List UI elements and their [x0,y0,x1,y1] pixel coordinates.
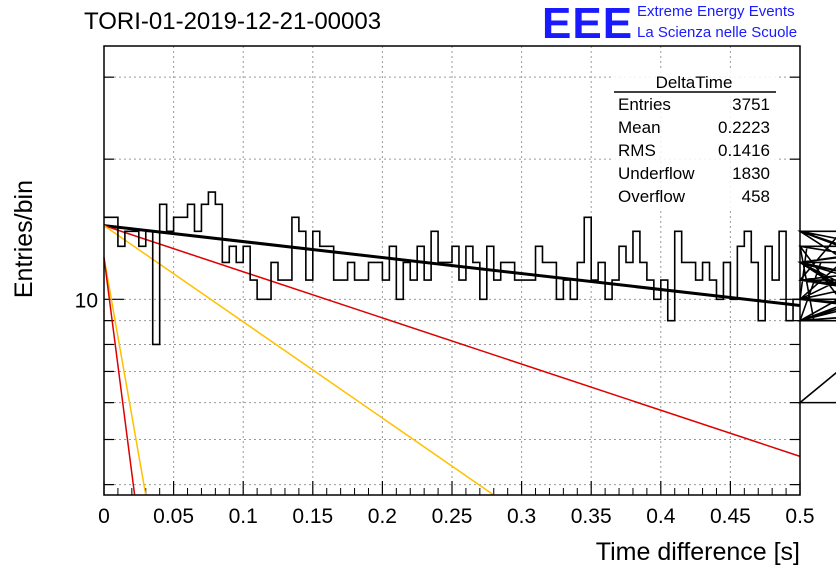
stats-header: DeltaTime [656,73,733,92]
x-tick-label: 0.5 [785,505,814,528]
y-tick-labels: 10 [75,289,98,312]
x-axis-label: Time difference [s] [596,538,800,566]
x-tick-label: 0.1 [229,505,258,528]
stats-value: 0.1416 [718,141,770,160]
stats-label: RMS [618,141,656,160]
fit-line [103,257,147,496]
plot-frame [103,45,801,496]
x-tick-label: 0 [98,505,110,528]
grid-lines [104,46,800,495]
axis-ticks [103,76,801,495]
fit-lines [103,224,801,496]
chart-title: TORI-01-2019-12-21-00003 [84,8,382,35]
x-tick-labels: 0 0.05 0.1 0.15 0.2 0.25 0.3 0.35 0.4 0.45 0.5 [98,505,814,528]
stats-label: Underflow [618,164,695,183]
x-tick-label: 0.05 [153,505,194,528]
stats-label: Mean [618,118,661,137]
eee-logo: EEE [542,0,634,48]
fit-line [103,224,801,307]
stats-value: 0.2223 [718,118,770,137]
stats-value: 3751 [732,95,770,114]
y-axis-label: Entries/bin [10,180,38,298]
fit-line [103,224,495,496]
logo-subtitle-1: Extreme Energy Events [637,3,795,20]
logo-subtitle-2: La Scienza nelle Scuole [637,24,798,41]
stats-label: Overflow [618,187,686,206]
x-tick-label: 0.3 [507,505,536,528]
x-tick-label: 0.4 [646,505,676,528]
y-tick-label: 10 [75,289,98,312]
stats-value: 458 [742,187,770,206]
stats-box-background [612,70,776,210]
x-tick-label: 0.15 [292,505,333,528]
histogram-series [104,191,836,404]
x-tick-label: 0.35 [571,505,612,528]
x-tick-label: 0.2 [368,505,397,528]
x-tick-label: 0.25 [432,505,473,528]
stats-label: Entries [618,95,671,114]
stats-value: 1830 [732,164,770,183]
x-tick-label: 0.45 [710,505,751,528]
fit-line [103,257,136,496]
stats-box: DeltaTime Entries 3751 Mean 0.2223 RMS 0… [612,70,776,210]
fit-line [103,224,801,458]
